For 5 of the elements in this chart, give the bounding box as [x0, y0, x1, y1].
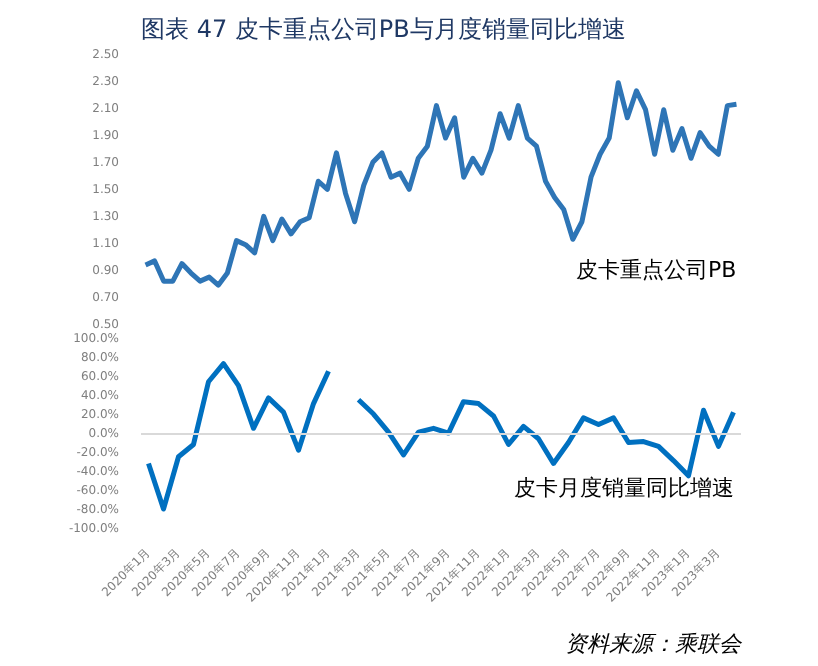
line-series	[143, 80, 739, 288]
series-label: 皮卡重点公司PB	[576, 256, 737, 283]
text: 资料来源：乘联会	[565, 631, 743, 657]
chart-title: 图表 47 皮卡重点公司PB与月度销量同比增速	[141, 15, 626, 43]
series-label: 皮卡月度销量同比增速	[513, 474, 734, 501]
